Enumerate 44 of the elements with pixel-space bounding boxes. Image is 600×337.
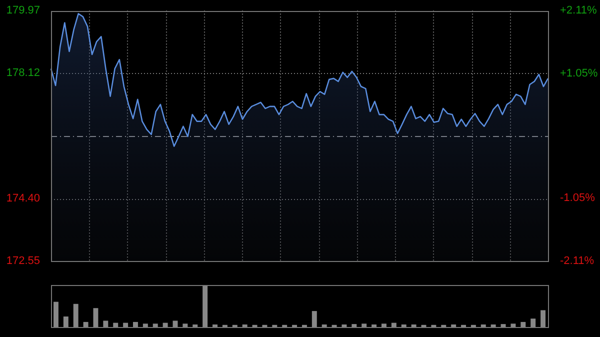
bar <box>73 304 78 327</box>
y-tick-label: 178.12 <box>6 67 40 80</box>
bar <box>133 322 138 327</box>
y2-tick-label: -1.05% <box>560 192 596 204</box>
y2-tick-label: -2.11% <box>560 255 594 268</box>
bar <box>352 324 357 327</box>
bar <box>212 324 218 327</box>
bar <box>411 324 416 327</box>
bar <box>401 324 406 327</box>
bar <box>322 324 327 327</box>
bar <box>500 324 506 327</box>
bar <box>162 322 168 327</box>
y-tick-label: 174.40 <box>6 192 40 205</box>
bar <box>123 322 128 327</box>
bar <box>242 324 248 327</box>
bar <box>192 324 198 327</box>
bar <box>530 318 536 327</box>
bar <box>312 311 317 327</box>
y-tick-label: 179.97 <box>6 4 40 17</box>
bar <box>382 324 386 327</box>
bar <box>520 322 526 327</box>
bar <box>362 324 367 327</box>
bar <box>490 324 496 327</box>
bar <box>372 324 377 327</box>
bar <box>142 324 148 327</box>
bar <box>540 310 546 327</box>
bar <box>451 324 456 327</box>
y2-tick-label: +2.11% <box>560 4 598 17</box>
bar <box>342 324 347 327</box>
bar <box>480 324 486 327</box>
bar <box>182 324 188 327</box>
bar <box>103 320 108 327</box>
y-tick-label: 172.55 <box>6 255 40 268</box>
bar <box>510 324 516 327</box>
bar <box>63 316 68 327</box>
y2-tick-label: +1.05% <box>560 68 598 80</box>
bar <box>391 322 396 327</box>
bar <box>113 322 118 327</box>
bar <box>93 308 98 327</box>
bar <box>202 285 208 327</box>
bar <box>53 302 58 327</box>
bar <box>152 324 158 327</box>
bar <box>172 320 178 327</box>
bar <box>83 322 88 327</box>
